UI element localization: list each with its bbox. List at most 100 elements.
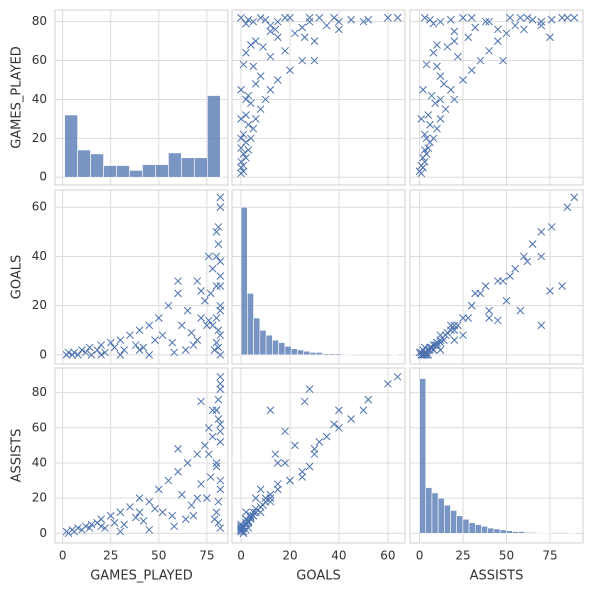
scatter-point xyxy=(537,17,546,26)
scatter-point xyxy=(558,13,566,22)
scatter-point xyxy=(273,33,282,42)
scatter-point xyxy=(364,395,373,404)
scatter-point xyxy=(242,95,250,104)
scatter-point xyxy=(216,485,225,494)
scatter-point xyxy=(315,438,324,446)
scatter-point xyxy=(502,29,511,38)
y-tick-label: 0 xyxy=(39,526,47,540)
scatter-point xyxy=(453,52,462,61)
scatter-point xyxy=(208,432,217,441)
panel xyxy=(54,189,229,365)
scatter-point xyxy=(237,525,245,534)
scatter-point xyxy=(558,282,566,290)
scatter-point xyxy=(193,277,202,285)
scatter-point xyxy=(537,227,546,236)
scatter-point xyxy=(281,13,289,22)
panel xyxy=(231,9,406,186)
scatter-point xyxy=(364,15,373,24)
panel-frame xyxy=(231,9,406,186)
scatter-point xyxy=(471,23,480,32)
x-tick-label: 50 xyxy=(151,549,166,563)
hist-bar xyxy=(64,114,78,178)
scatter-point xyxy=(197,397,205,406)
scatter-point xyxy=(214,343,223,352)
scatter-point xyxy=(419,85,427,94)
scatter-point xyxy=(237,85,245,94)
scatter-point xyxy=(64,348,73,357)
scatter-point xyxy=(101,524,109,532)
panel-frame xyxy=(409,367,584,544)
scatter-point xyxy=(239,130,248,139)
scatter-point xyxy=(239,522,248,531)
scatter-point xyxy=(259,43,267,51)
x-tick-label: 75 xyxy=(199,549,214,563)
scatter-point xyxy=(74,524,82,532)
y-tick-label: 60 xyxy=(32,200,47,214)
scatter-point xyxy=(214,415,223,423)
hist-bar xyxy=(303,350,311,356)
scatter-point xyxy=(516,13,525,22)
hist-bar xyxy=(247,293,254,356)
scatter-point xyxy=(256,508,265,517)
scatter-point xyxy=(249,62,258,71)
scatter-point xyxy=(131,341,140,349)
scatter-point xyxy=(214,223,223,231)
scatter-point xyxy=(216,203,225,212)
panel-frame xyxy=(54,189,229,365)
hist-bar xyxy=(530,532,538,534)
scatter-point xyxy=(237,115,245,123)
y-axis-label: ASSISTS xyxy=(10,429,25,483)
scatter-point xyxy=(158,508,167,517)
scatter-point xyxy=(523,13,532,22)
scatter-point xyxy=(261,497,270,506)
scatter-point xyxy=(335,406,343,415)
scatter-point xyxy=(216,272,225,280)
scatter-point xyxy=(427,91,436,100)
scatter-point xyxy=(433,338,441,347)
scatter-point xyxy=(139,343,148,352)
scatter-point xyxy=(471,289,480,298)
hist-bar xyxy=(431,492,439,534)
scatter-point xyxy=(204,252,213,261)
scatter-point xyxy=(256,105,265,114)
scatter-point xyxy=(210,346,219,354)
hist-bar xyxy=(290,348,298,356)
scatter-point xyxy=(212,282,221,290)
scatter-point xyxy=(216,476,225,485)
scatter-point xyxy=(347,415,356,423)
hist-bar xyxy=(207,95,221,178)
scatter-point xyxy=(216,372,225,381)
scatter-point xyxy=(422,351,431,359)
scatter-point xyxy=(426,120,434,129)
scatter-point xyxy=(335,423,343,432)
scatter-point xyxy=(212,462,221,471)
scatter-point xyxy=(189,341,198,349)
scatter-point xyxy=(420,13,429,22)
scatter-point xyxy=(450,27,459,36)
scatter-point xyxy=(537,252,546,261)
scatter-point xyxy=(216,420,225,429)
scatter-point xyxy=(511,21,520,30)
scatter-point xyxy=(528,15,537,24)
scatter-point xyxy=(436,338,445,347)
scatter-point xyxy=(212,459,221,467)
panel-frame xyxy=(231,189,406,365)
scatter-point xyxy=(305,462,314,471)
x-tick-label: 0 xyxy=(416,549,424,563)
scatter-point xyxy=(212,406,221,415)
scatter-point xyxy=(563,203,572,212)
scatter-point xyxy=(266,490,275,499)
hist-bar xyxy=(518,531,526,534)
scatter-point xyxy=(464,33,473,42)
scatter-point xyxy=(244,518,253,527)
scatter-point xyxy=(422,348,431,357)
scatter-point xyxy=(300,33,309,42)
scatter-point xyxy=(216,438,225,446)
scatter-point xyxy=(256,13,265,22)
scatter-point xyxy=(74,351,82,359)
scatter-point xyxy=(201,296,209,305)
hist-bar xyxy=(116,165,130,178)
scatter-point xyxy=(246,511,255,520)
hist-bar xyxy=(437,497,445,534)
